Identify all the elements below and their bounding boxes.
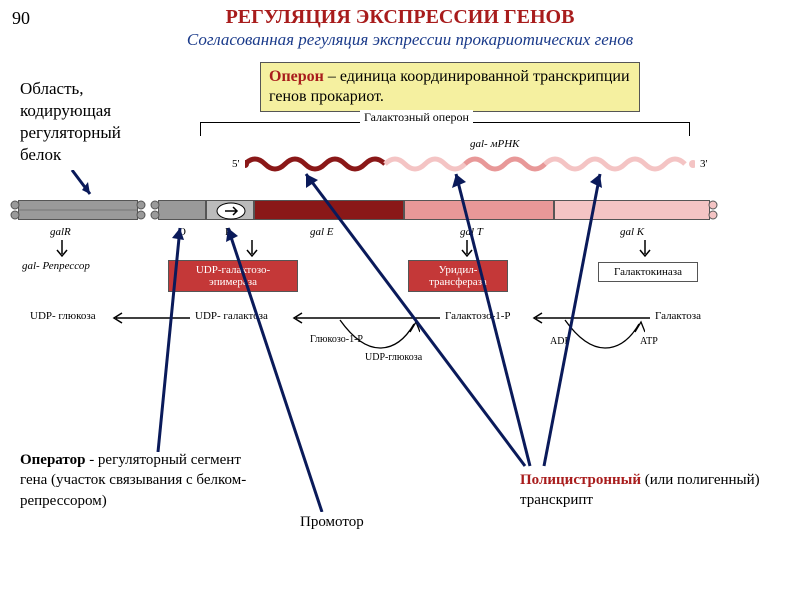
gene-galR <box>18 200 138 220</box>
subtitle: Согласованная регуляция экспрессии прока… <box>60 30 760 50</box>
arrow-galR-repressor <box>55 240 69 260</box>
five-prime: 5' <box>232 158 239 170</box>
mrna-label: gal- мРНК <box>470 138 519 150</box>
arrow-galK-enzyme <box>638 240 652 260</box>
pointer-poly-2 <box>450 168 540 468</box>
operon-term: Оперон <box>269 68 324 85</box>
polycistronic-label: Полицистронный (или полигенный) транскри… <box>520 470 760 511</box>
met-atp: ATP <box>640 336 658 347</box>
met-galactose: Галактоза <box>655 310 701 322</box>
pointer-poly-3 <box>540 168 610 468</box>
operator-label: Оператор - регуляторный сегмент гена (уч… <box>20 450 270 511</box>
regulatory-region-label: Область, кодирующая регуляторный белок <box>20 78 160 166</box>
label-galR: galR <box>50 226 71 238</box>
three-prime: 3' <box>700 158 707 170</box>
main-title: РЕГУЛЯЦИЯ ЭКСПРЕССИИ ГЕНОВ <box>130 6 670 29</box>
pointer-region <box>68 170 98 202</box>
polycistronic-term: Полицистронный <box>520 472 641 488</box>
operon-definition-box: Оперон – единица координированной транск… <box>260 62 640 112</box>
operon-def-text: – единица координированной транскрипции … <box>269 68 630 105</box>
operon-span-label: Галактозный оперон <box>360 110 473 125</box>
enzyme-kinase: Галактокиназа <box>598 262 698 282</box>
gene-O <box>158 200 206 220</box>
gene-P <box>206 200 254 220</box>
pointer-operator <box>150 222 190 452</box>
label-galK: gal K <box>620 226 644 238</box>
promoter-label: Промотор <box>300 512 364 532</box>
page-number: 90 <box>12 8 30 29</box>
repressor-label: gal- Репрессор <box>22 260 90 272</box>
met-udp-glucose: UDP- глюкоза <box>30 310 96 322</box>
operator-term: Оператор <box>20 452 85 468</box>
